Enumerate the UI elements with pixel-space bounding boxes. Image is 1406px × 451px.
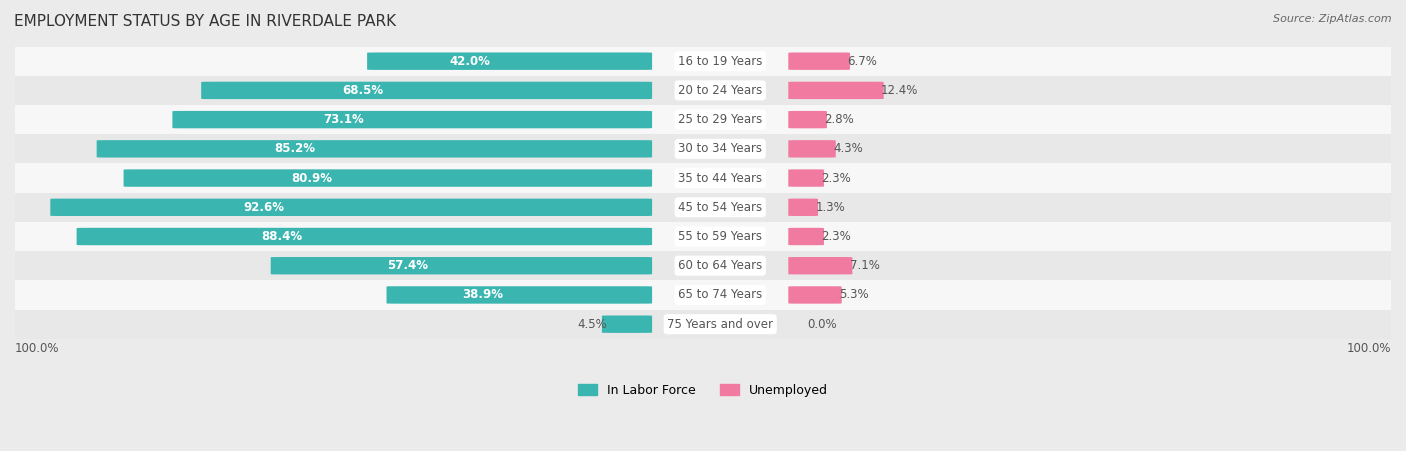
- FancyBboxPatch shape: [789, 257, 852, 275]
- Text: 20 to 24 Years: 20 to 24 Years: [678, 84, 762, 97]
- FancyBboxPatch shape: [201, 82, 652, 99]
- Text: 0.0%: 0.0%: [807, 318, 837, 331]
- Text: 2.3%: 2.3%: [821, 230, 851, 243]
- Text: 25 to 29 Years: 25 to 29 Years: [678, 113, 762, 126]
- Text: 16 to 19 Years: 16 to 19 Years: [678, 55, 762, 68]
- Bar: [15, 105, 1391, 134]
- FancyBboxPatch shape: [173, 111, 652, 129]
- Text: 6.7%: 6.7%: [848, 55, 877, 68]
- Bar: [15, 193, 1391, 222]
- Text: EMPLOYMENT STATUS BY AGE IN RIVERDALE PARK: EMPLOYMENT STATUS BY AGE IN RIVERDALE PA…: [14, 14, 396, 28]
- Text: 5.3%: 5.3%: [839, 289, 869, 301]
- Bar: [15, 163, 1391, 193]
- Text: 85.2%: 85.2%: [274, 143, 315, 155]
- FancyBboxPatch shape: [602, 315, 652, 333]
- FancyBboxPatch shape: [76, 228, 652, 245]
- FancyBboxPatch shape: [789, 286, 842, 304]
- Text: 4.3%: 4.3%: [832, 143, 863, 155]
- Text: 57.4%: 57.4%: [387, 259, 427, 272]
- Bar: [15, 309, 1391, 339]
- Text: 35 to 44 Years: 35 to 44 Years: [678, 171, 762, 184]
- Text: 60 to 64 Years: 60 to 64 Years: [678, 259, 762, 272]
- Bar: [15, 76, 1391, 105]
- Text: 80.9%: 80.9%: [291, 171, 332, 184]
- Text: 42.0%: 42.0%: [450, 55, 491, 68]
- FancyBboxPatch shape: [789, 170, 824, 187]
- Text: 68.5%: 68.5%: [342, 84, 382, 97]
- FancyBboxPatch shape: [789, 140, 835, 157]
- FancyBboxPatch shape: [387, 286, 652, 304]
- Text: 12.4%: 12.4%: [882, 84, 918, 97]
- Text: 65 to 74 Years: 65 to 74 Years: [678, 289, 762, 301]
- FancyBboxPatch shape: [789, 228, 824, 245]
- FancyBboxPatch shape: [124, 170, 652, 187]
- FancyBboxPatch shape: [789, 52, 851, 70]
- Bar: [15, 46, 1391, 76]
- Text: 1.3%: 1.3%: [815, 201, 845, 214]
- Bar: [15, 134, 1391, 163]
- FancyBboxPatch shape: [789, 198, 818, 216]
- Bar: [15, 222, 1391, 251]
- Text: 7.1%: 7.1%: [849, 259, 880, 272]
- Bar: [15, 281, 1391, 309]
- FancyBboxPatch shape: [367, 52, 652, 70]
- Text: 92.6%: 92.6%: [243, 201, 285, 214]
- Text: 38.9%: 38.9%: [463, 289, 503, 301]
- Text: 55 to 59 Years: 55 to 59 Years: [678, 230, 762, 243]
- Text: 2.8%: 2.8%: [824, 113, 853, 126]
- FancyBboxPatch shape: [789, 111, 827, 129]
- Text: 100.0%: 100.0%: [1347, 342, 1391, 355]
- FancyBboxPatch shape: [789, 82, 884, 99]
- Text: 45 to 54 Years: 45 to 54 Years: [678, 201, 762, 214]
- Text: 75 Years and over: 75 Years and over: [668, 318, 773, 331]
- FancyBboxPatch shape: [51, 198, 652, 216]
- Text: 73.1%: 73.1%: [323, 113, 364, 126]
- FancyBboxPatch shape: [271, 257, 652, 275]
- Text: Source: ZipAtlas.com: Source: ZipAtlas.com: [1274, 14, 1392, 23]
- Text: 88.4%: 88.4%: [260, 230, 302, 243]
- Text: 2.3%: 2.3%: [821, 171, 851, 184]
- Text: 100.0%: 100.0%: [15, 342, 59, 355]
- Legend: In Labor Force, Unemployed: In Labor Force, Unemployed: [578, 384, 828, 397]
- Text: 4.5%: 4.5%: [578, 318, 607, 331]
- Bar: [15, 251, 1391, 281]
- Text: 30 to 34 Years: 30 to 34 Years: [678, 143, 762, 155]
- FancyBboxPatch shape: [97, 140, 652, 157]
